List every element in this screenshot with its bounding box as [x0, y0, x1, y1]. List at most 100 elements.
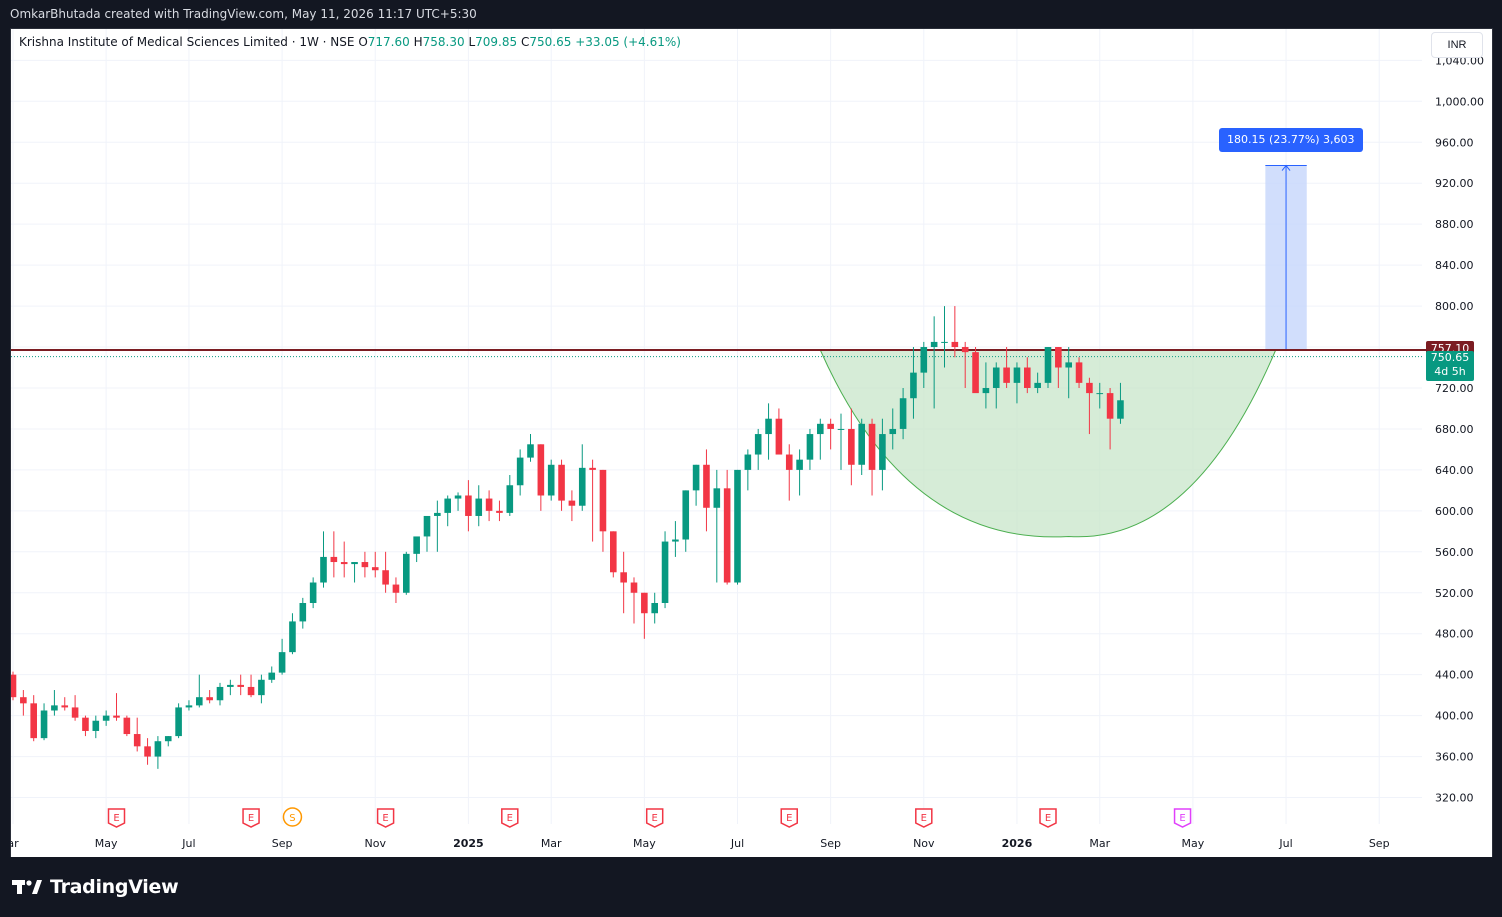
bottom-bar: [0, 857, 1502, 917]
candle-body: [351, 562, 358, 565]
candle-body: [465, 495, 472, 516]
candle-body: [806, 434, 814, 460]
candle-body: [651, 602, 658, 614]
candle: [620, 551, 627, 614]
candle: [454, 492, 462, 511]
candle: [340, 541, 348, 578]
candle: [144, 738, 151, 765]
candle-body: [920, 347, 928, 373]
candle-body: [754, 434, 762, 455]
candle-body: [1117, 400, 1124, 419]
candle: [185, 700, 193, 711]
change-value: +33.05 (+4.61%): [575, 35, 681, 49]
candle-body: [899, 398, 907, 429]
event-badge-shape: [645, 808, 664, 828]
candle: [785, 444, 793, 501]
candle-body: [123, 717, 131, 735]
candle: [382, 551, 389, 593]
candle-body: [785, 454, 793, 470]
candle-body: [61, 705, 69, 708]
candle-body: [1003, 367, 1010, 383]
time-axis-label: 2025: [453, 837, 484, 850]
candle-body: [1055, 347, 1062, 368]
candle: [713, 469, 721, 583]
candle-body: [837, 428, 845, 430]
price-chart[interactable]: 320.00 360.00 400.00 440.00 480.00 520.00 560.…: [11, 29, 1492, 857]
high-value: 758.30: [422, 35, 465, 49]
candle: [734, 469, 741, 585]
candle-body: [196, 697, 203, 706]
candle-body: [889, 428, 897, 435]
candle-body: [775, 418, 783, 455]
brand-name: TradingView: [50, 876, 179, 898]
candle: [11, 671, 17, 701]
candle-body: [403, 553, 410, 593]
time-axis-label: Sep: [272, 837, 293, 850]
candle-body: [951, 341, 959, 348]
candle: [651, 592, 658, 624]
candle: [154, 736, 162, 769]
candle-body: [817, 423, 824, 435]
candle-body: [848, 428, 855, 465]
candle-body: [703, 464, 710, 508]
candle: [827, 418, 834, 450]
candle-body: [992, 367, 1000, 388]
candle-body: [382, 570, 389, 585]
candle: [1065, 347, 1072, 399]
candle: [247, 674, 255, 698]
candle: [920, 341, 928, 388]
event-badge-shape: [376, 808, 395, 828]
currency-button[interactable]: INR: [1431, 32, 1483, 58]
candle: [351, 562, 358, 583]
candle-body: [40, 710, 48, 739]
tradingview-logo[interactable]: TradingView: [12, 876, 179, 898]
candle: [930, 316, 938, 409]
candle: [413, 536, 420, 563]
candle-body: [11, 674, 17, 698]
event-badge-letter: E: [113, 813, 119, 824]
price-axis-label: 1,000.00: [1435, 95, 1484, 108]
candle-body: [630, 582, 638, 593]
candle: [496, 500, 503, 522]
candle: [599, 469, 607, 552]
last-price-tag: 750.65 4d 5h: [1426, 350, 1474, 381]
event-badge: E: [1039, 808, 1057, 828]
candle: [258, 674, 265, 704]
candle-body: [299, 602, 307, 622]
candle: [578, 444, 586, 511]
open-value: 717.60: [367, 35, 410, 49]
candle: [744, 449, 752, 491]
candle: [558, 459, 565, 511]
candle-body: [1044, 347, 1052, 383]
price-axis-label: 720.00: [1435, 382, 1474, 395]
candle: [661, 531, 669, 609]
chart-frame[interactable]: 320.00 360.00 400.00 440.00 480.00 520.00 560.…: [10, 28, 1493, 858]
candle: [682, 490, 690, 552]
time-axis-label: Sep: [820, 837, 841, 850]
event-badge-letter: E: [507, 813, 513, 824]
candle-body: [1013, 367, 1021, 383]
price-axis-label: 840.00: [1435, 259, 1474, 272]
candle: [371, 551, 379, 578]
candle-body: [102, 715, 110, 721]
candle-body: [982, 387, 990, 394]
top-bar: OmkarBhutada created with TradingView.co…: [0, 0, 1502, 28]
candle-body: [961, 347, 969, 353]
event-badge: E: [1173, 808, 1192, 828]
candle-body: [268, 672, 276, 680]
candle-body: [340, 562, 348, 565]
candle-body: [71, 707, 79, 718]
candle-body: [1065, 362, 1072, 368]
candle: [879, 418, 886, 491]
symbol-legend[interactable]: Krishna Institute of Medical Sciences Li…: [19, 35, 681, 49]
candle: [475, 485, 483, 527]
candle-body: [537, 444, 545, 496]
time-axis-label: May: [1182, 837, 1205, 850]
candle: [692, 464, 700, 506]
candle: [547, 459, 555, 501]
candle-body: [392, 584, 400, 593]
event-badge-letter: E: [652, 813, 658, 824]
last-price-text: 750.65: [1430, 350, 1470, 364]
candle-body: [30, 703, 37, 739]
candle: [237, 674, 244, 696]
